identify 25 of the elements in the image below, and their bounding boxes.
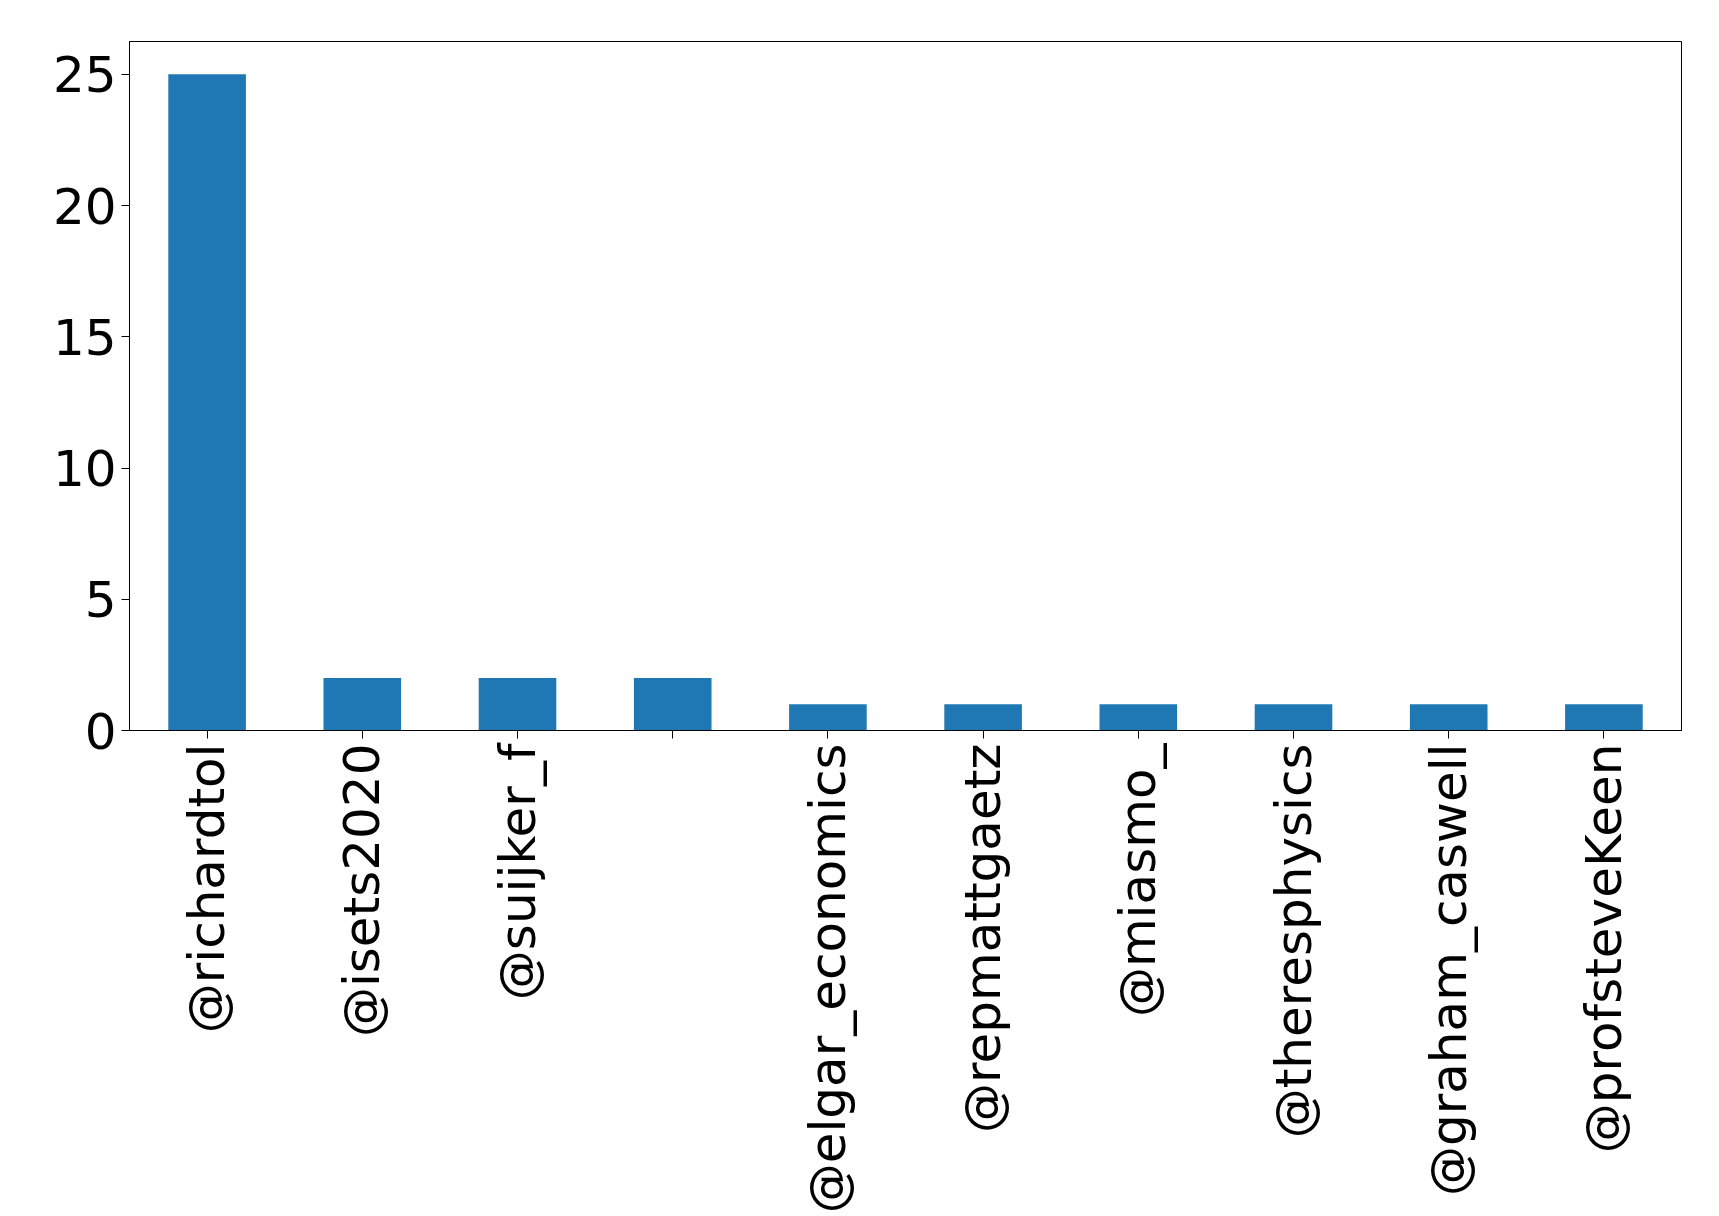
- x-tick-label: @richardtol: [178, 743, 237, 1034]
- x-tick-label: @graham_caswell: [1419, 743, 1478, 1197]
- x-tick-label: @suijker_f: [488, 742, 547, 1001]
- bar: [633, 678, 712, 731]
- bar: [944, 704, 1022, 731]
- x-tick-label: @profsteveKeen: [1574, 743, 1633, 1154]
- bar: [1099, 704, 1178, 731]
- y-tick-label: 10: [52, 440, 117, 499]
- y-tick-label: 5: [84, 571, 117, 630]
- y-tick-label: 20: [52, 177, 117, 236]
- x-tick-label: @isets2020: [333, 743, 392, 1038]
- x-tick-label: @miasmo_: [1109, 742, 1168, 1018]
- bar: [1565, 704, 1643, 731]
- bar: [1254, 704, 1333, 731]
- bar: [789, 704, 867, 731]
- y-tick-label: 15: [52, 308, 117, 367]
- bar: [1409, 704, 1488, 731]
- y-tick-label: 0: [84, 702, 117, 761]
- x-tick-label: @elgar_economics: [798, 743, 857, 1214]
- bar: [168, 74, 246, 731]
- x-tick-label: @theresphysics: [1264, 743, 1323, 1139]
- bar: [323, 678, 402, 731]
- bar: [478, 678, 557, 731]
- y-tick-label: 25: [52, 46, 117, 105]
- x-tick-label: @repmattgaetz: [954, 743, 1013, 1133]
